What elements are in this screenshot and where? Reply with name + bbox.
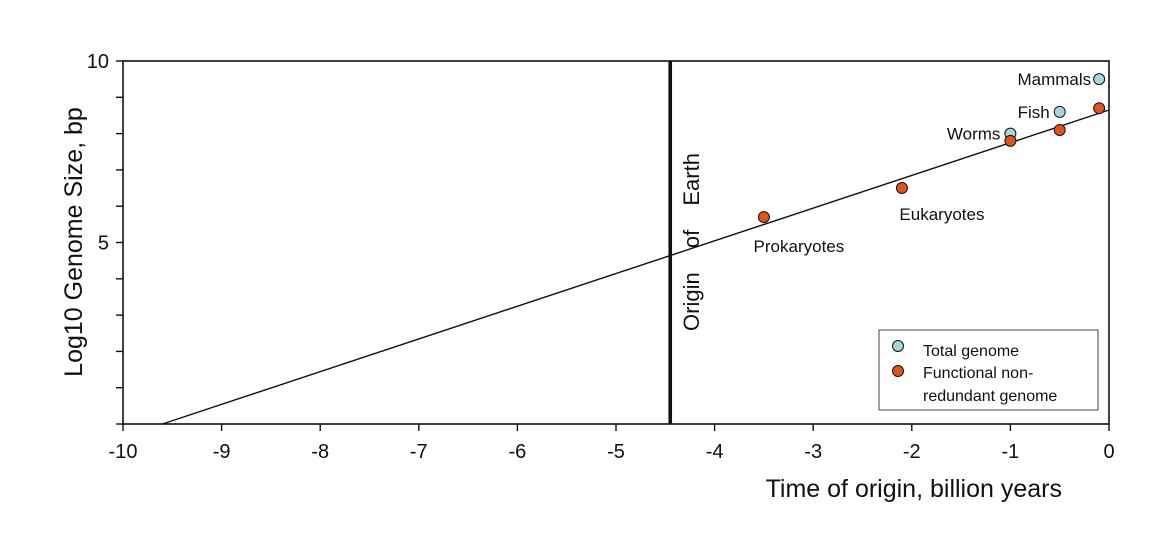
- x-tick-label: -3: [804, 441, 822, 463]
- x-tick-label: -10: [109, 441, 138, 463]
- total-genome-point: [1053, 105, 1066, 118]
- functional-genome-point: [1004, 134, 1017, 147]
- x-axis-title: Time of origin, billion years: [766, 475, 1062, 503]
- legend-box: [878, 329, 1099, 411]
- earth-word: Earth: [679, 153, 704, 206]
- y-axis-ticks: 5 10: [87, 51, 123, 425]
- y-tick-label: 5: [98, 233, 109, 255]
- legend: Total genome Functional non- redundant g…: [878, 329, 1099, 411]
- annotation-mammals: Mammals: [1017, 70, 1091, 89]
- x-tick-label: -7: [410, 441, 428, 463]
- x-tick-label: -2: [903, 441, 921, 463]
- functional-genome-point: [1093, 102, 1106, 115]
- legend-label-functional-line-2: redundant genome: [923, 388, 1057, 405]
- legend-marker-total-genome: [892, 340, 904, 352]
- legend-label-total-genome: Total genome: [923, 343, 1019, 360]
- data-points: [757, 73, 1106, 224]
- point-annotations: Mammals Fish Worms Eukaryotes Prokaryotes: [754, 70, 1092, 256]
- x-tick-label: -4: [706, 441, 724, 463]
- x-axis-ticks: -10 -9 -8 -7 -6 -5 -4 -3 -2 -1 0: [109, 424, 1115, 463]
- functional-genome-point: [1053, 123, 1066, 136]
- trend-line: [162, 109, 1110, 425]
- origin-word: Origin: [679, 272, 704, 331]
- origin-of-earth-label: Origin of Earth: [679, 153, 704, 331]
- x-tick-label: -8: [311, 441, 329, 463]
- y-tick-label: 10: [87, 51, 109, 73]
- functional-genome-point: [757, 211, 770, 224]
- x-tick-label: -5: [607, 441, 625, 463]
- x-tick-label: -9: [213, 441, 231, 463]
- x-tick-label: -1: [1002, 441, 1020, 463]
- annotation-fish: Fish: [1018, 103, 1050, 122]
- x-tick-label: 0: [1103, 441, 1114, 463]
- annotation-eukaryotes: Eukaryotes: [899, 205, 984, 224]
- legend-label-functional-line-1: Functional non-: [923, 365, 1033, 382]
- y-axis-title: Log10 Genome Size, bp: [60, 107, 88, 377]
- annotation-worms: Worms: [947, 125, 1001, 144]
- of-word: of: [679, 229, 704, 248]
- legend-marker-functional-genome: [892, 365, 904, 377]
- total-genome-point: [1093, 73, 1106, 86]
- functional-genome-point: [895, 182, 908, 195]
- annotation-prokaryotes: Prokaryotes: [754, 237, 845, 256]
- x-tick-label: -6: [509, 441, 527, 463]
